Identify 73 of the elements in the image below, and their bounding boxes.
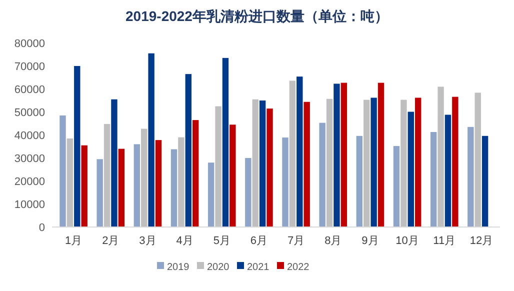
x-tick-label: 6月 xyxy=(250,235,268,247)
bar xyxy=(378,82,384,227)
bar xyxy=(296,76,303,227)
bar xyxy=(245,158,252,227)
chart-title: 2019-2022年乳清粉进口数量（单位：吨） xyxy=(126,8,388,24)
bar xyxy=(185,74,192,227)
x-tick-label: 4月 xyxy=(176,235,194,247)
bar xyxy=(266,108,273,227)
bar xyxy=(259,100,266,227)
bar xyxy=(364,100,370,227)
x-tick-label: 5月 xyxy=(213,235,230,247)
bar xyxy=(104,124,110,227)
bar xyxy=(96,159,103,227)
bar xyxy=(111,99,118,227)
bar xyxy=(408,112,414,227)
bar xyxy=(170,149,178,227)
y-tick-label: 60000 xyxy=(14,84,45,96)
x-tick-label: 7月 xyxy=(287,235,305,247)
bar xyxy=(482,136,488,227)
y-tick-label: 70000 xyxy=(14,61,45,73)
bar xyxy=(141,128,148,227)
x-tick-label: 9月 xyxy=(362,235,379,247)
bar xyxy=(393,146,400,227)
bar xyxy=(222,58,229,227)
bar xyxy=(282,138,288,227)
x-tick-label: 1月 xyxy=(64,235,82,247)
bar xyxy=(400,100,407,227)
y-tick-label: 80000 xyxy=(14,38,45,50)
legend-label: 2021 xyxy=(247,262,270,273)
y-tick-label: 30000 xyxy=(14,153,45,165)
bar xyxy=(430,132,437,227)
bar xyxy=(438,86,444,227)
legend-label: 2019 xyxy=(167,262,190,273)
bar xyxy=(474,92,481,227)
bar xyxy=(66,138,74,227)
bar xyxy=(60,115,66,227)
bar xyxy=(178,137,184,227)
legend-label: 2020 xyxy=(207,262,230,273)
y-tick-label: 20000 xyxy=(14,176,45,188)
bar xyxy=(326,98,333,227)
x-tick-label: 8月 xyxy=(324,235,342,247)
bar xyxy=(414,98,422,227)
bar xyxy=(289,80,296,227)
bar xyxy=(356,136,363,227)
bar xyxy=(148,53,154,227)
x-tick-label: 12月 xyxy=(470,235,494,247)
bar xyxy=(444,114,452,227)
y-tick-label: 50000 xyxy=(14,107,45,119)
bar xyxy=(208,162,214,227)
y-tick-label: 40000 xyxy=(14,130,45,142)
bar xyxy=(155,140,162,227)
x-tick-label: 11月 xyxy=(433,235,456,247)
bar xyxy=(340,82,348,227)
y-tick-label: 0 xyxy=(38,222,45,234)
y-tick-label: 10000 xyxy=(14,199,45,211)
bar xyxy=(370,98,377,227)
bar xyxy=(252,99,258,227)
bar xyxy=(452,96,458,227)
bar xyxy=(134,144,140,227)
bar xyxy=(192,120,199,227)
bar xyxy=(230,124,236,227)
x-tick-label: 2月 xyxy=(102,235,120,247)
bar xyxy=(215,106,222,227)
bar xyxy=(334,84,340,227)
bar xyxy=(74,66,80,227)
bar xyxy=(319,122,326,227)
bar xyxy=(468,126,474,227)
bar xyxy=(118,148,125,227)
legend-label: 2022 xyxy=(287,262,310,273)
bar xyxy=(81,145,88,227)
bar xyxy=(304,102,310,227)
x-tick-label: 10月 xyxy=(396,235,419,247)
x-tick-label: 3月 xyxy=(139,235,156,247)
